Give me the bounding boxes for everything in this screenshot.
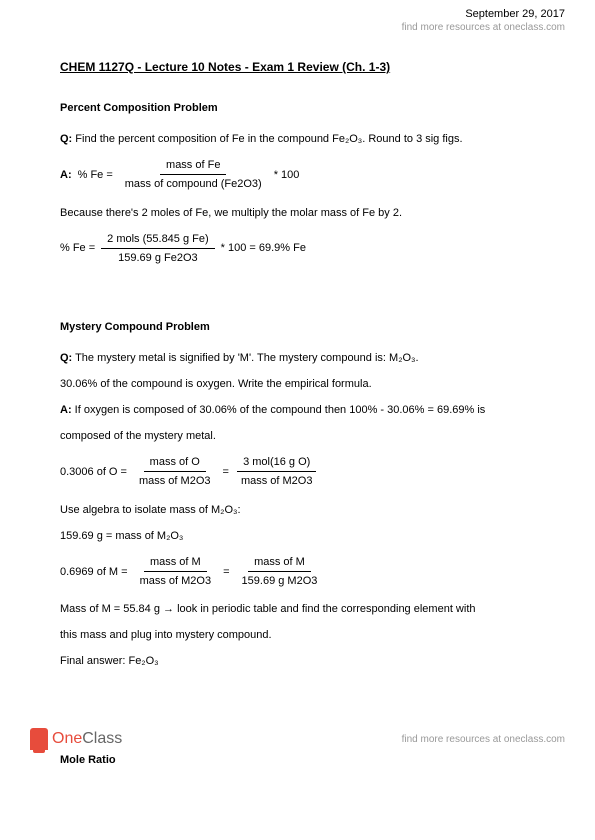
- f3-den2: mass of M2O3: [235, 472, 319, 488]
- f3-num: mass of O: [144, 455, 206, 472]
- header-date: September 29, 2017: [402, 8, 565, 20]
- section1-explain: Because there's 2 moles of Fe, we multip…: [60, 202, 535, 224]
- q2-label: Q:: [60, 352, 72, 364]
- logo-text: OneClass: [52, 730, 122, 748]
- f2-frac: 2 mols (55.845 g Fe) 159.69 g Fe2O3: [101, 232, 215, 266]
- f3-frac2: 3 mol(16 g O) mass of M2O3: [235, 455, 319, 489]
- section1-formula2: % Fe = 2 mols (55.845 g Fe) 159.69 g Fe2…: [60, 232, 535, 266]
- a2-text: If oxygen is composed of 30.06% of the c…: [72, 404, 486, 416]
- bookmark-icon: [30, 728, 48, 750]
- f3-den: mass of M2O3: [133, 472, 217, 488]
- f3-num2: 3 mol(16 g O): [237, 455, 316, 472]
- section1-formula1: A: % Fe = mass of Fe mass of compound (F…: [60, 158, 535, 192]
- q-label: Q:: [60, 133, 72, 145]
- f1-num: mass of Fe: [160, 158, 226, 175]
- a2-label: A:: [60, 404, 72, 416]
- page-content: CHEM 1127Q - Lecture 10 Notes - Exam 1 R…: [0, 0, 595, 840]
- header-resources-link: find more resources at oneclass.com: [402, 22, 565, 33]
- section2-mass-m: Mass of M = 55.84 g → look in periodic t…: [60, 598, 535, 620]
- footer-link: find more resources at oneclass.com: [402, 734, 565, 745]
- header-meta: September 29, 2017 find more resources a…: [402, 8, 565, 33]
- section2-answer2: composed of the mystery metal.: [60, 425, 535, 447]
- f2-left: % Fe =: [60, 242, 95, 254]
- f4-frac1: mass of M mass of M2O3: [134, 555, 218, 589]
- section1-question: Q: Find the percent composition of Fe in…: [60, 128, 535, 150]
- f2-num: 2 mols (55.845 g Fe): [101, 232, 215, 249]
- section2-answer: A: If oxygen is composed of 30.06% of th…: [60, 399, 535, 421]
- f1-left: % Fe =: [78, 169, 113, 181]
- section2-mass-m2: this mass and plug into mystery compound…: [60, 624, 535, 646]
- section2-formula4: 0.6969 of M = mass of M mass of M2O3 = m…: [60, 555, 535, 589]
- logo-one: One: [52, 730, 82, 747]
- f4-num: mass of M: [144, 555, 207, 572]
- q-text: Find the percent composition of Fe in th…: [75, 133, 462, 145]
- a-label: A:: [60, 169, 72, 181]
- f1-den: mass of compound (Fe2O3): [119, 175, 268, 191]
- f4-eq: =: [223, 566, 229, 578]
- f4-den: mass of M2O3: [134, 572, 218, 588]
- f4-num2: mass of M: [248, 555, 311, 572]
- logo-class: Class: [82, 730, 122, 747]
- section1-heading: Percent Composition Problem: [60, 102, 535, 114]
- footer: OneClass find more resources at oneclass…: [0, 728, 595, 750]
- f3-eq: =: [223, 466, 229, 478]
- f3-left: 0.3006 of O =: [60, 466, 127, 478]
- page-title: CHEM 1127Q - Lecture 10 Notes - Exam 1 R…: [60, 60, 535, 74]
- section2-mass-result: 159.69 g = mass of M₂O₃: [60, 525, 535, 547]
- logo: OneClass: [30, 728, 122, 750]
- section3-heading: Mole Ratio: [60, 754, 535, 766]
- section2-algebra: Use algebra to isolate mass of M₂O₃:: [60, 499, 535, 521]
- section2-final: Final answer: Fe₂O₃: [60, 650, 535, 672]
- f1-right: * 100: [274, 169, 300, 181]
- f3-frac1: mass of O mass of M2O3: [133, 455, 217, 489]
- f4-frac2: mass of M 159.69 g M2O3: [236, 555, 324, 589]
- f4-left: 0.6969 of M =: [60, 566, 128, 578]
- f4-den2: 159.69 g M2O3: [236, 572, 324, 588]
- f1-frac: mass of Fe mass of compound (Fe2O3): [119, 158, 268, 192]
- q2-text: The mystery metal is signified by 'M'. T…: [72, 352, 418, 364]
- f2-den: 159.69 g Fe2O3: [112, 249, 204, 265]
- section2-heading: Mystery Compound Problem: [60, 321, 535, 333]
- f2-right: * 100 = 69.9% Fe: [221, 242, 306, 254]
- section2-question2: 30.06% of the compound is oxygen. Write …: [60, 373, 535, 395]
- section2-formula3: 0.3006 of O = mass of O mass of M2O3 = 3…: [60, 455, 535, 489]
- section2-question: Q: The mystery metal is signified by 'M'…: [60, 347, 535, 369]
